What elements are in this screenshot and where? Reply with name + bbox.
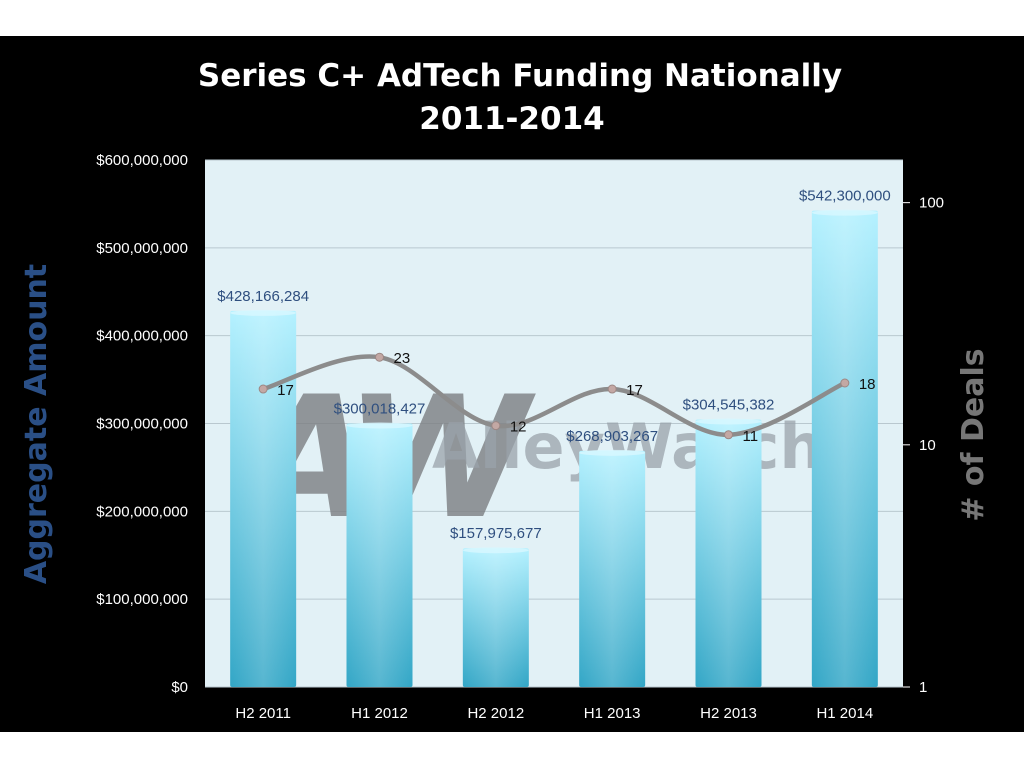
bar-highlight: [579, 450, 646, 687]
left-axis-title: Aggregate Amount: [19, 264, 54, 584]
slide-background: Series C+ AdTech Funding Nationally 2011…: [0, 36, 1024, 732]
bar-highlight: [811, 210, 878, 687]
bar-value-label: $304,545,382: [683, 397, 775, 414]
bar-top-cap: [462, 547, 529, 554]
deals-series: 17 23 12 17 11 18: [258, 350, 876, 445]
bar-highlight: [230, 310, 297, 687]
bar-value-label: $542,300,000: [799, 188, 891, 205]
bar-highlight: [346, 423, 413, 687]
x-tick-label: H1 2014: [816, 705, 873, 722]
bar-highlight: [695, 419, 762, 687]
deals-value-label: 17: [626, 382, 643, 399]
deals-point: [258, 384, 268, 394]
x-tick-label: H2 2012: [467, 705, 524, 722]
x-tick-label: H2 2011: [235, 705, 291, 722]
chart-title: Series C+ AdTech Funding Nationally: [198, 58, 842, 94]
chart: Series C+ AdTech Funding Nationally 2011…: [19, 58, 991, 722]
x-tick-label: H1 2013: [584, 705, 641, 722]
x-tick-label: H2 2013: [700, 705, 757, 722]
bar-top-cap: [230, 309, 297, 316]
deals-point: [491, 421, 501, 431]
left-axis-ticks: $0 $100,000,000 $200,000,000 $300,000,000 $4…: [96, 152, 188, 696]
chart-subtitle: 2011-2014: [419, 101, 604, 137]
right-tick-label: 10: [919, 437, 936, 454]
bar-value-label: $428,166,284: [217, 288, 309, 305]
right-tick-label: 100: [919, 195, 944, 212]
bar-value-label: $157,975,677: [450, 525, 542, 542]
deals-point: [840, 378, 850, 388]
bar-highlight: [462, 548, 529, 687]
bar-value-label: $300,018,427: [334, 400, 426, 417]
right-axis-title: # of Deals: [956, 348, 991, 521]
gridlines: [205, 159, 903, 688]
deals-point: [607, 384, 617, 394]
x-tick-label: H1 2012: [351, 705, 408, 722]
bar-series: $428,166,284 $300,018,427 $157,975,677 $268…: [217, 188, 891, 687]
deals-value-label: 17: [277, 382, 294, 399]
right-tick-label: 1: [919, 679, 927, 696]
left-tick-label: $200,000,000: [96, 503, 188, 520]
bar-top-cap: [579, 449, 646, 456]
left-tick-label: $500,000,000: [96, 240, 188, 257]
bar-top-cap: [695, 418, 762, 425]
deals-value-label: 11: [743, 428, 759, 445]
left-tick-label: $300,000,000: [96, 416, 188, 433]
bar-value-label: $268,903,267: [566, 428, 658, 445]
right-axis-ticks: 1 10 100: [903, 195, 944, 696]
deals-line: [260, 354, 848, 438]
left-tick-label: $400,000,000: [96, 328, 188, 345]
deals-point: [724, 430, 733, 440]
left-tick-label: $100,000,000: [96, 591, 188, 608]
bar-top-cap: [811, 209, 878, 216]
bar-top-cap: [346, 422, 413, 429]
left-tick-label: $0: [171, 679, 188, 696]
x-axis-ticks: H2 2011 H1 2012 H2 2012 H1 2013 H2 2013 H1 20…: [235, 705, 873, 722]
deals-value-label: 12: [510, 419, 527, 436]
deals-value-label: 18: [859, 376, 876, 393]
deals-point: [375, 352, 384, 362]
left-tick-label: $600,000,000: [96, 152, 188, 169]
deals-value-label: 23: [394, 350, 411, 367]
